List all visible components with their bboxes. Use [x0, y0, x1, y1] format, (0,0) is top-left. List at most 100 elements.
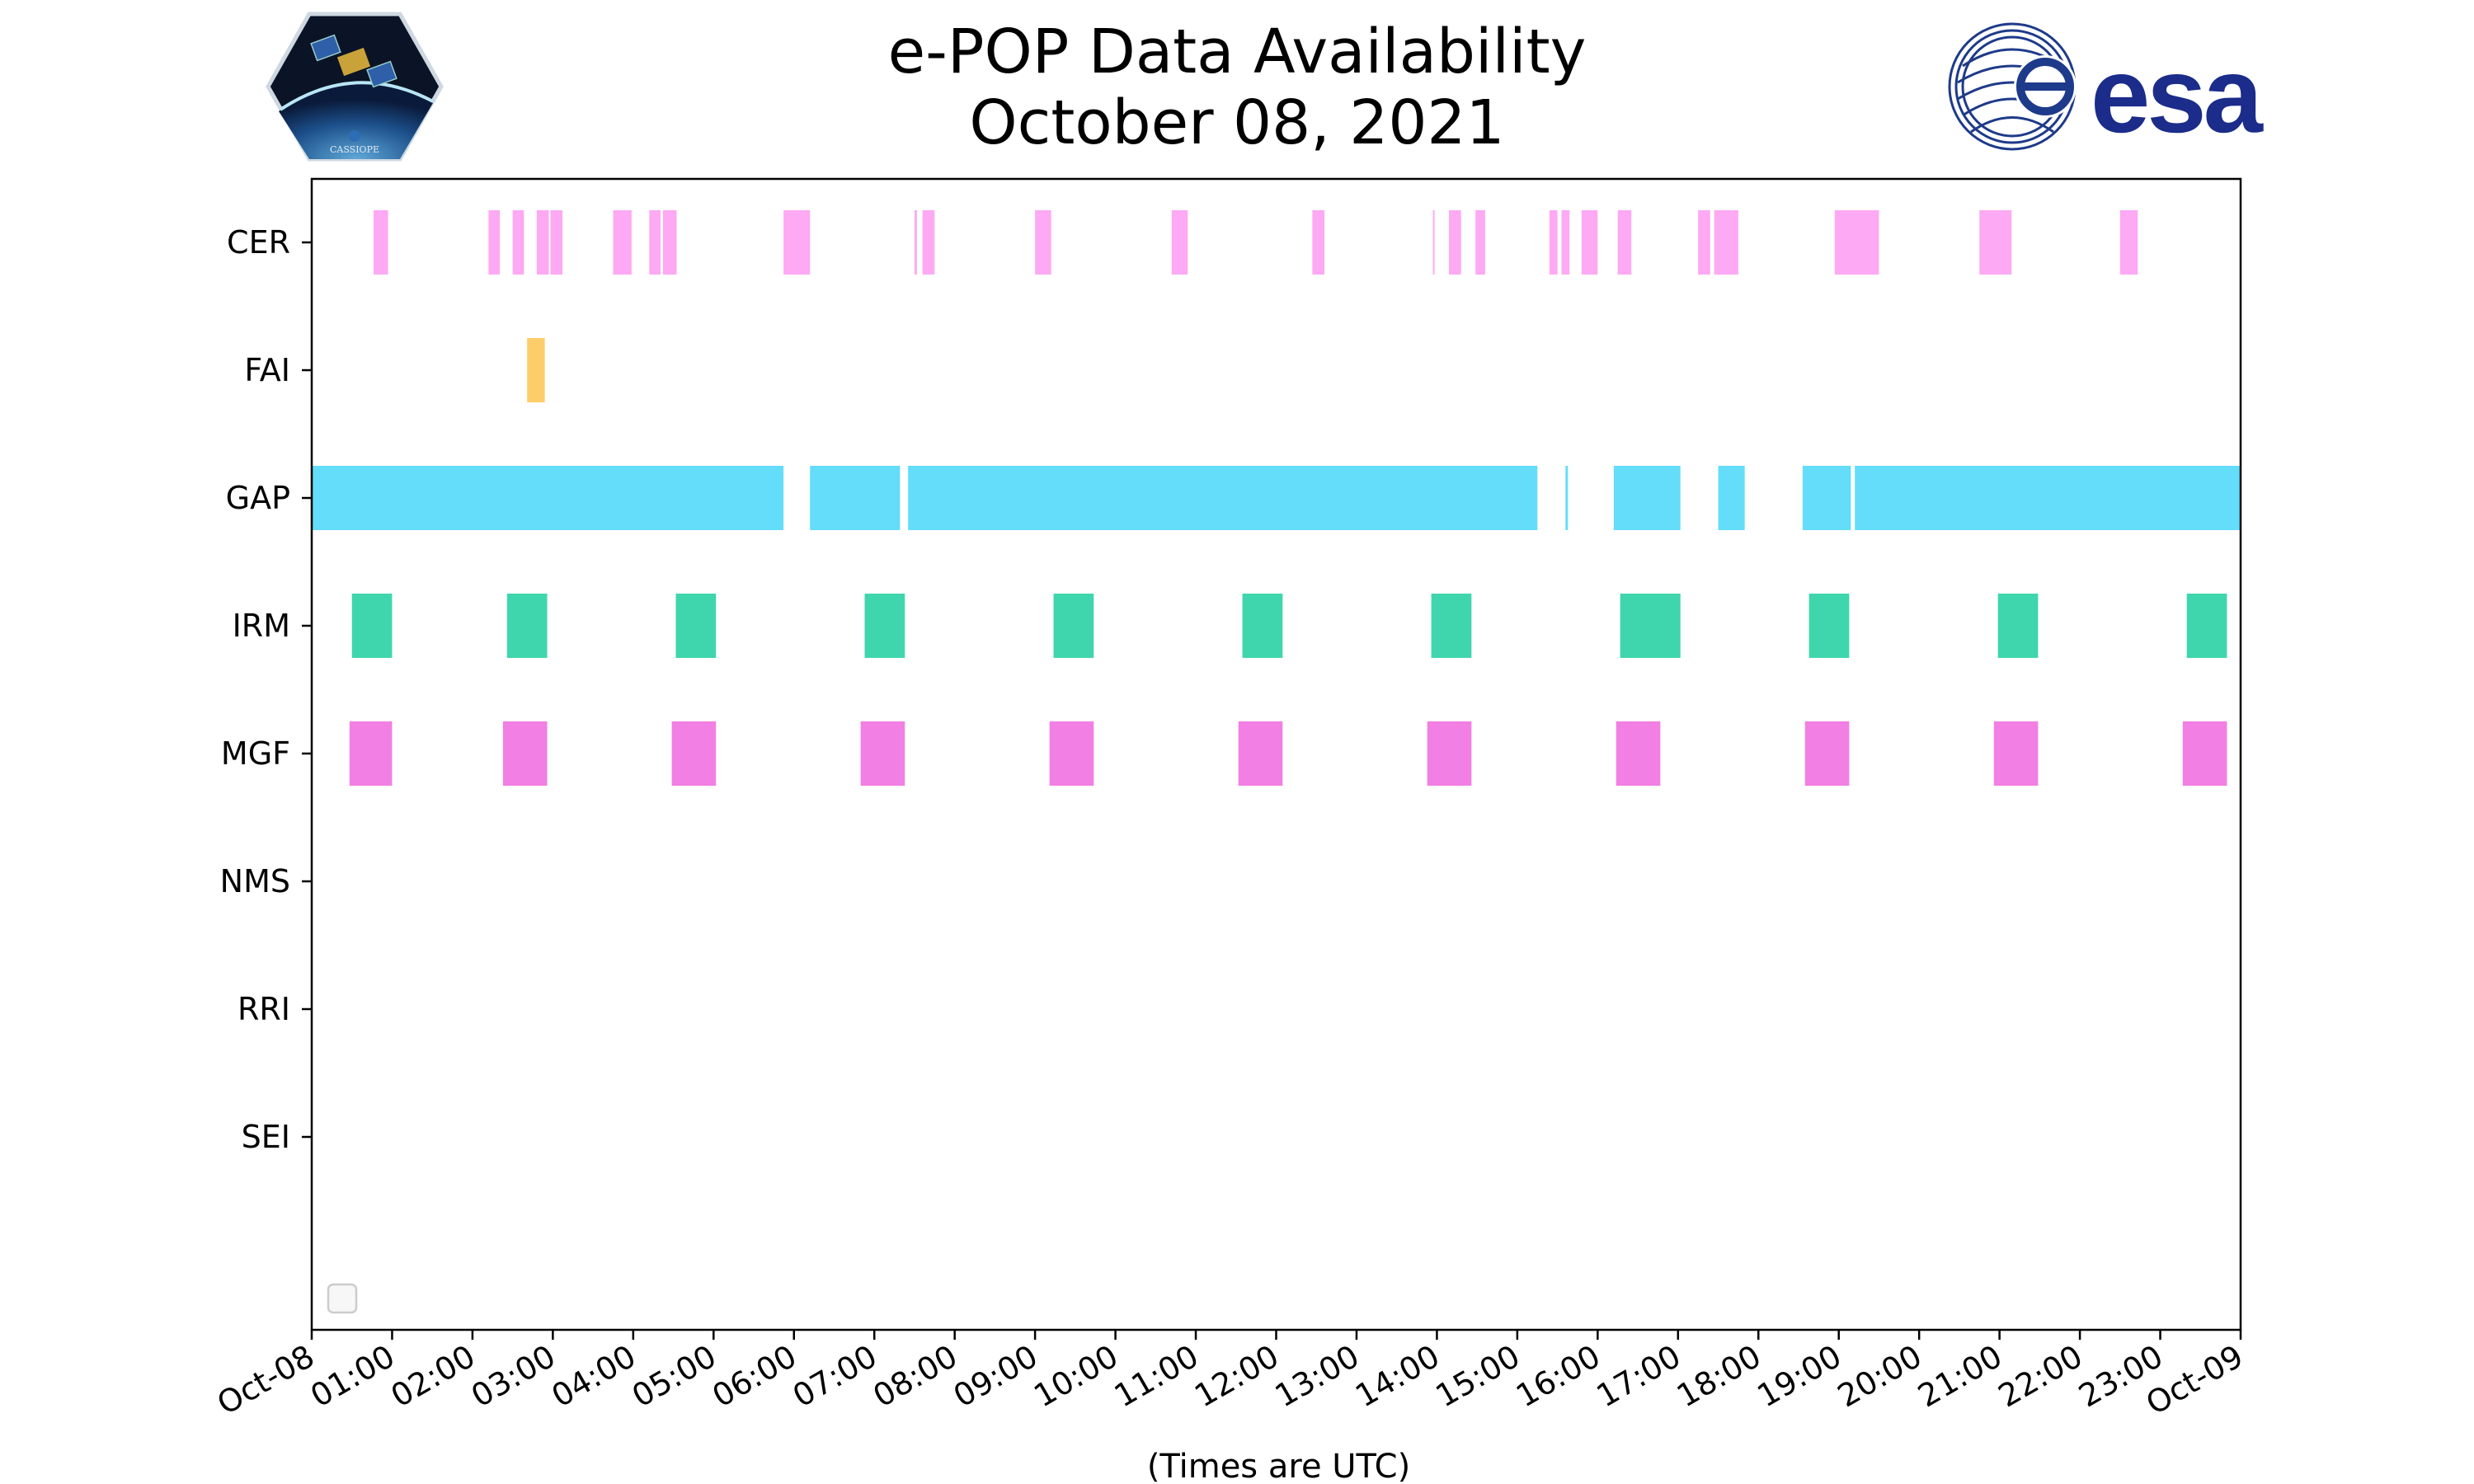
bar-mgf-4 [1049, 721, 1094, 786]
bar-cer-0 [374, 210, 388, 275]
bar-cer-16 [1475, 210, 1485, 275]
bar-fai-0 [527, 338, 545, 402]
xtick-label-10: 10:00 [1028, 1338, 1124, 1415]
ytick-label-mgf: MGF [221, 735, 290, 772]
bar-cer-13 [1312, 210, 1324, 275]
ytick-label-irm: IRM [233, 608, 290, 644]
ytick-label-rri: RRI [238, 991, 290, 1027]
bar-irm-10 [2186, 594, 2227, 658]
bar-cer-23 [1834, 210, 1879, 275]
bar-cer-20 [1617, 210, 1632, 275]
bar-irm-2 [675, 594, 717, 658]
xtick-label-12: 12:00 [1188, 1338, 1285, 1415]
xtick-label-5: 05:00 [626, 1338, 722, 1415]
bar-mgf-6 [1427, 721, 1472, 786]
xtick-label-19: 19:00 [1751, 1338, 1847, 1415]
bar-mgf-10 [2182, 721, 2227, 786]
xtick-label-0: Oct-08 [211, 1338, 321, 1422]
bar-cer-10 [922, 210, 935, 275]
bar-irm-6 [1431, 594, 1472, 658]
bar-cer-7 [662, 210, 677, 275]
esa-logo-text: esa [2091, 35, 2265, 155]
bar-irm-7 [1620, 594, 1681, 658]
bar-irm-5 [1242, 594, 1283, 658]
bar-mgf-9 [1993, 721, 2039, 786]
chart-title-line2: October 08, 2021 [969, 87, 1505, 158]
xtick-label-13: 13:00 [1269, 1338, 1366, 1415]
ytick-label-gap: GAP [226, 480, 290, 516]
bar-gap-5 [1718, 466, 1745, 530]
xtick-label-4: 04:00 [545, 1338, 642, 1415]
earth-icon [279, 84, 433, 159]
xtick-label-9: 09:00 [948, 1338, 1044, 1415]
ytick-label-sei: SEI [242, 1119, 290, 1155]
bar-cer-25 [2119, 210, 2138, 275]
satellite-icon [310, 34, 397, 88]
bar-gap-4 [1613, 466, 1681, 530]
xtick-label-8: 08:00 [867, 1338, 963, 1415]
bar-cer-5 [613, 210, 632, 275]
bar-cer-11 [1035, 210, 1051, 275]
bar-cer-3 [536, 210, 549, 275]
bar-cer-21 [1698, 210, 1710, 275]
xtick-label-21: 21:00 [1912, 1338, 2008, 1415]
bar-gap-7 [1855, 466, 2241, 530]
xtick-label-3: 03:00 [465, 1338, 562, 1415]
bar-cer-15 [1449, 210, 1461, 275]
xtick-label-14: 14:00 [1349, 1338, 1446, 1415]
bar-irm-8 [1808, 594, 1850, 658]
bar-cer-2 [512, 210, 524, 275]
ytick-label-cer: CER [227, 224, 290, 261]
bar-cer-14 [1432, 210, 1435, 275]
bar-mgf-0 [349, 721, 393, 786]
bar-gap-1 [810, 466, 901, 530]
xtick-label-16: 16:00 [1510, 1338, 1606, 1415]
xtick-label-7: 07:00 [787, 1338, 883, 1415]
chart-title-line1: e-POP Data Availability [887, 16, 1587, 87]
bar-mgf-5 [1238, 721, 1283, 786]
xtick-label-15: 15:00 [1430, 1338, 1526, 1415]
bar-gap-2 [908, 466, 1538, 530]
cassiope-logo: CASSIOPE [266, 12, 444, 162]
bar-cer-9 [914, 210, 917, 275]
esa-logo: esa [1948, 22, 2268, 155]
bar-cer-17 [1549, 210, 1558, 275]
bar-mgf-2 [671, 721, 717, 786]
xtick-label-6: 06:00 [706, 1338, 802, 1415]
bar-gap-6 [1802, 466, 1851, 530]
bar-cer-6 [649, 210, 661, 275]
bar-cer-24 [1979, 210, 2012, 275]
bar-irm-0 [351, 594, 393, 658]
xtick-label-20: 20:00 [1832, 1338, 1928, 1415]
bar-cer-12 [1171, 210, 1188, 275]
xtick-label-11: 11:00 [1108, 1338, 1205, 1415]
bar-mgf-1 [502, 721, 548, 786]
xtick-label-18: 18:00 [1671, 1338, 1767, 1415]
bar-cer-1 [488, 210, 501, 275]
bar-mgf-3 [860, 721, 905, 786]
bar-gap-3 [1565, 466, 1569, 530]
xtick-label-1: 01:00 [304, 1338, 401, 1415]
bar-irm-1 [506, 594, 548, 658]
bar-cer-18 [1561, 210, 1570, 275]
bar-cer-19 [1581, 210, 1598, 275]
ytick-label-fai: FAI [244, 352, 290, 388]
ytick-label-nms: NMS [220, 863, 290, 899]
bar-irm-3 [864, 594, 905, 658]
bar-mgf-7 [1616, 721, 1661, 786]
cassiope-badge-text: CASSIOPE [330, 144, 379, 155]
bar-irm-4 [1053, 594, 1094, 658]
bar-cer-4 [550, 210, 563, 275]
bar-irm-9 [1997, 594, 2039, 658]
bar-mgf-8 [1804, 721, 1850, 786]
bar-gap-0 [312, 466, 784, 530]
x-axis-label: (Times are UTC) [1147, 1448, 1410, 1484]
xtick-label-2: 02:00 [385, 1338, 482, 1415]
xtick-label-22: 22:00 [1992, 1338, 2089, 1415]
xtick-label-17: 17:00 [1590, 1338, 1686, 1415]
legend-box [327, 1283, 358, 1314]
bar-cer-8 [783, 210, 811, 275]
bar-cer-22 [1714, 210, 1738, 275]
chart-title: e-POP Data Availability October 08, 2021 [0, 16, 2474, 158]
